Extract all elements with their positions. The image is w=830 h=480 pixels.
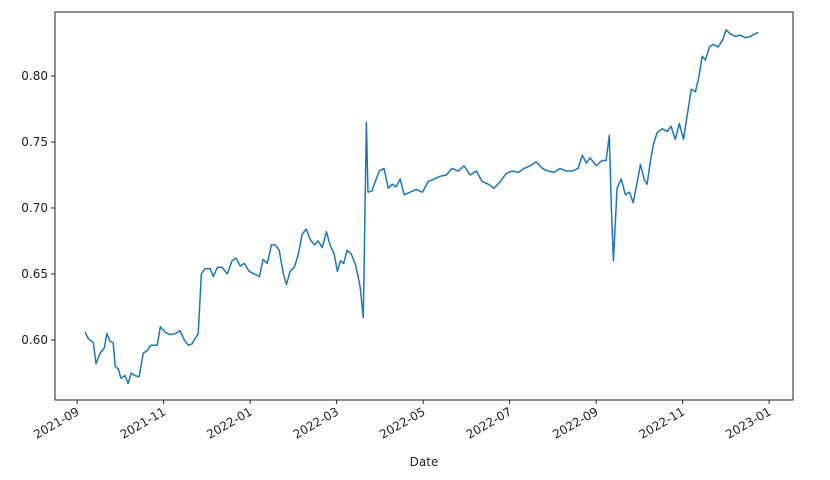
x-tick-label: 2022-07 [464,404,514,441]
plot-frame [54,11,794,401]
y-tick-label: 0.80 [21,69,48,83]
y-tick-label: 0.70 [21,201,48,215]
x-tick-label: 2022-05 [377,404,427,441]
x-tick-label: 2022-09 [550,404,600,441]
x-axis-label: Date [410,455,439,469]
x-tick-label: 2022-01 [204,404,254,441]
x-tick-label: 2022-11 [637,404,687,441]
x-tick-label: 2021-09 [31,404,81,441]
x-tick-label: 2022-03 [291,404,341,441]
y-tick-label: 0.75 [21,135,48,149]
data-line [84,29,759,385]
x-tick-label: 2021-11 [118,404,168,441]
x-tick-label: 2023-01 [723,404,773,441]
y-tick-label: 0.60 [21,333,48,347]
y-tick-label: 0.65 [21,267,48,281]
